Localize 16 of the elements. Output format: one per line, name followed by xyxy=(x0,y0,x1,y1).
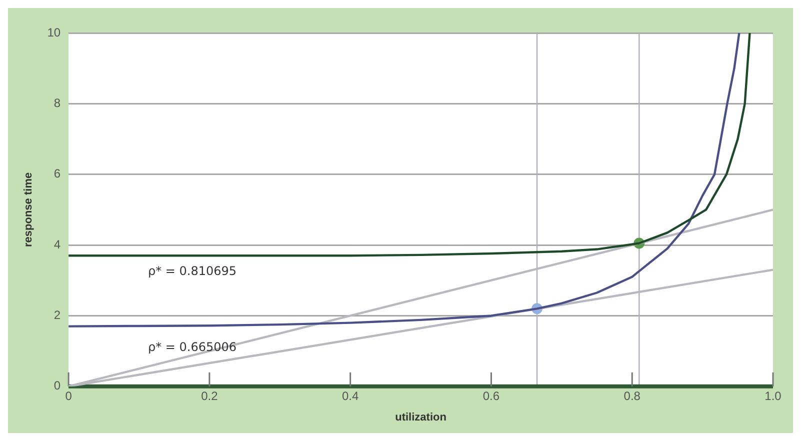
x-tick-label: 0.4 xyxy=(342,388,359,403)
x-tick-label: 0 xyxy=(65,388,72,403)
y-tick-label: 2 xyxy=(54,308,61,322)
x-tick-label: 0.6 xyxy=(482,388,500,403)
y-tick-label: 8 xyxy=(54,96,61,110)
y-axis-title: response time xyxy=(22,172,35,247)
x-axis-title: utilization xyxy=(395,411,447,424)
x-tick-label: 0.2 xyxy=(201,388,218,403)
y-tick-label: 10 xyxy=(47,25,61,40)
y-tick-label: 0 xyxy=(54,378,61,393)
x-tick-label: 1.0 xyxy=(764,388,782,403)
annotation: ρ* = 0.665006 xyxy=(148,340,237,354)
annotation: ρ* = 0.810695 xyxy=(148,264,237,278)
x-tick-label: 0.8 xyxy=(624,388,641,403)
y-tick-label: 6 xyxy=(54,166,61,181)
y-tick-label: 4 xyxy=(54,237,61,252)
